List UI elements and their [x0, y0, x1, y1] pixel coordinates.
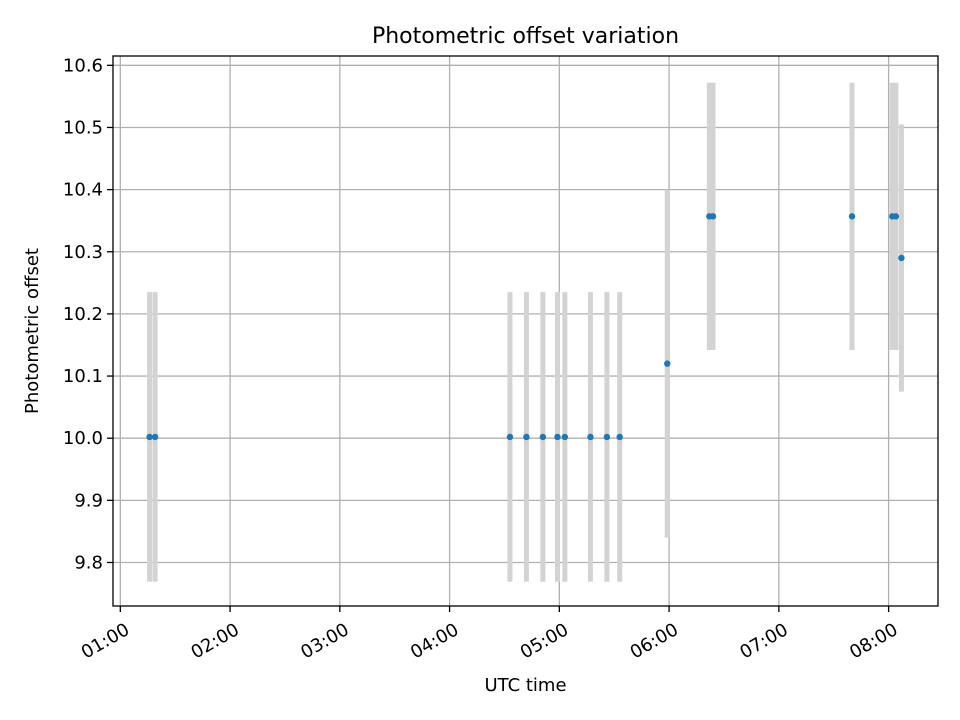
x-tick-label: 06:00 — [627, 619, 682, 663]
y-tick-label: 10.1 — [63, 366, 103, 387]
y-tick-label: 10.2 — [63, 304, 103, 325]
error-bars — [147, 82, 904, 582]
plot-frame — [112, 55, 939, 607]
x-axis-title: UTC time — [484, 675, 566, 696]
data-points — [146, 213, 905, 441]
x-axis: 01:00 02:00 03:00 04:00 05:00 06:00 07:00 08:00 — [78, 606, 902, 663]
data-point — [587, 433, 594, 441]
data-point — [561, 433, 569, 441]
data-point — [539, 433, 547, 441]
data-point — [554, 433, 561, 441]
y-axis-title: Photometric offset — [22, 248, 43, 414]
y-tick-label: 9.8 — [74, 552, 103, 573]
data-point — [151, 433, 159, 441]
data-point — [523, 433, 530, 441]
data-point — [664, 360, 671, 367]
data-point — [898, 254, 905, 262]
x-tick-label: 08:00 — [846, 619, 901, 663]
y-tick-label: 10.4 — [63, 180, 103, 201]
data-point — [616, 433, 623, 441]
y-tick-label: 9.9 — [74, 490, 103, 511]
x-tick-label: 03:00 — [297, 619, 352, 663]
data-point — [506, 433, 514, 441]
data-point — [848, 213, 856, 220]
y-tick-label: 10.6 — [63, 55, 103, 76]
data-point — [146, 433, 153, 441]
x-tick-label: 07:00 — [736, 619, 791, 663]
y-tick-label: 10.3 — [63, 242, 103, 263]
x-tick-label: 05:00 — [517, 619, 572, 663]
x-tick-label: 04:00 — [407, 619, 462, 663]
chart-title: Photometric offset variation — [372, 24, 679, 49]
data-point — [892, 213, 900, 220]
y-tick-label: 10.5 — [63, 117, 103, 138]
y-tick-label: 10.0 — [63, 428, 103, 449]
x-tick-label: 02:00 — [188, 619, 243, 663]
x-tick-label: 01:00 — [78, 619, 133, 663]
data-point — [603, 433, 611, 441]
y-axis: 9.8 9.9 10.0 10.1 10.2 10.3 10.4 10.5 10.6 — [63, 55, 113, 573]
data-point — [709, 213, 717, 220]
